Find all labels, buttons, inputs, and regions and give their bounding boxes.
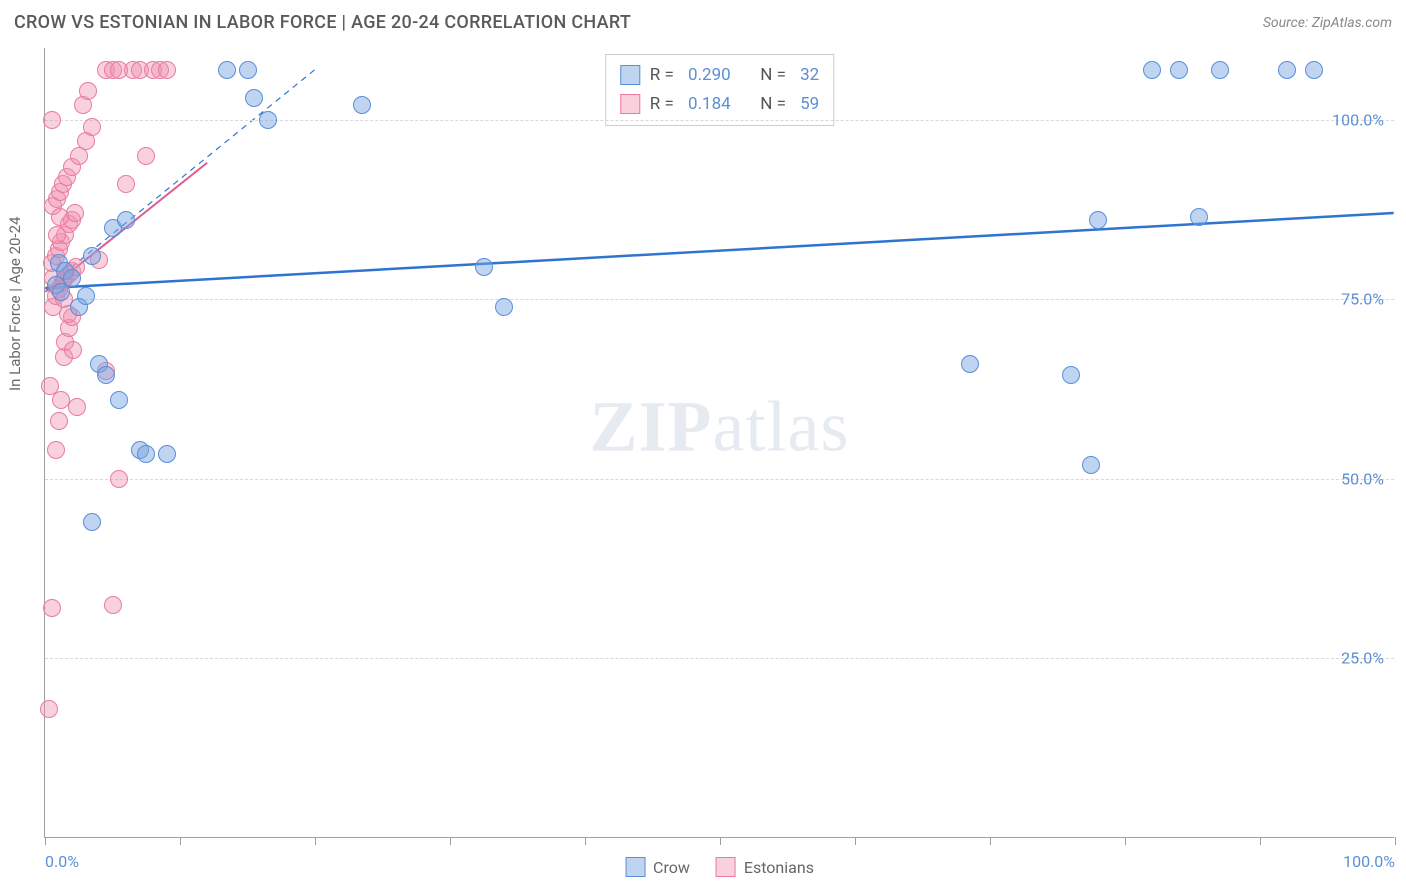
data-point-crow	[1062, 366, 1080, 384]
data-point-estonians	[110, 61, 128, 79]
x-tick	[1260, 837, 1261, 845]
x-tick-label: 100.0%	[1343, 852, 1395, 871]
x-tick	[585, 837, 586, 845]
data-point-crow	[353, 96, 371, 114]
legend-row-crow: R = 0.290 N = 32	[620, 61, 819, 90]
swatch-crow-icon	[625, 857, 645, 877]
swatch-estonians	[620, 94, 640, 114]
data-point-crow	[1211, 61, 1229, 79]
gridline	[45, 479, 1394, 480]
y-tick-label: 50.0%	[1341, 469, 1384, 488]
data-point-crow	[245, 89, 263, 107]
data-point-crow	[1305, 61, 1323, 79]
data-point-estonians	[47, 441, 65, 459]
x-tick	[1395, 837, 1396, 845]
x-tick	[180, 837, 181, 845]
data-point-crow	[1190, 208, 1208, 226]
data-point-crow	[77, 287, 95, 305]
x-tick-label: 0.0%	[45, 852, 79, 871]
x-tick	[45, 837, 46, 845]
data-point-crow	[83, 247, 101, 265]
data-point-estonians	[41, 377, 59, 395]
swatch-estonians-icon	[716, 857, 736, 877]
data-point-estonians	[83, 118, 101, 136]
chart-area: In Labor Force | Age 20-24 ZIPatlas R = …	[44, 48, 1394, 838]
data-point-crow	[218, 61, 236, 79]
r-value-estonians: 0.184	[688, 90, 746, 119]
x-tick	[1125, 837, 1126, 845]
legend-label-estonians: Estonians	[744, 858, 814, 877]
swatch-crow	[620, 65, 640, 85]
gridline	[45, 299, 1394, 300]
data-point-crow	[1082, 456, 1100, 474]
data-point-estonians	[104, 596, 122, 614]
trend-line	[45, 213, 1393, 288]
data-point-crow	[495, 298, 513, 316]
data-point-estonians	[48, 226, 66, 244]
n-value-estonians: 59	[800, 90, 819, 119]
data-point-crow	[117, 211, 135, 229]
data-point-crow	[239, 61, 257, 79]
n-value-crow: 32	[800, 61, 819, 90]
chart-title: CROW VS ESTONIAN IN LABOR FORCE | AGE 20…	[14, 12, 631, 33]
data-point-crow	[1089, 211, 1107, 229]
gridline	[45, 658, 1394, 659]
x-tick	[855, 837, 856, 845]
legend-item-crow: Crow	[625, 857, 690, 877]
watermark: ZIPatlas	[590, 385, 850, 468]
data-point-crow	[475, 258, 493, 276]
legend-label-crow: Crow	[653, 858, 690, 877]
data-point-crow	[961, 355, 979, 373]
data-point-estonians	[137, 147, 155, 165]
data-point-crow	[259, 111, 277, 129]
gridline	[45, 120, 1394, 121]
y-tick-label: 75.0%	[1341, 290, 1384, 309]
legend-row-estonians: R = 0.184 N = 59	[620, 90, 819, 119]
trend-lines-layer	[45, 48, 1394, 837]
plot-area: ZIPatlas R = 0.290 N = 32 R = 0.184 N = …	[45, 48, 1394, 837]
source-attribution: Source: ZipAtlas.com	[1263, 15, 1392, 31]
data-point-crow	[158, 445, 176, 463]
data-point-estonians	[40, 700, 58, 718]
data-point-estonians	[117, 175, 135, 193]
data-point-crow	[1143, 61, 1161, 79]
y-axis-title: In Labor Force | Age 20-24	[6, 216, 24, 390]
data-point-crow	[1278, 61, 1296, 79]
data-point-estonians	[68, 398, 86, 416]
correlation-legend: R = 0.290 N = 32 R = 0.184 N = 59	[605, 54, 834, 126]
data-point-estonians	[64, 341, 82, 359]
data-point-crow	[63, 269, 81, 287]
series-legend: Crow Estonians	[625, 857, 814, 877]
r-value-crow: 0.290	[688, 61, 746, 90]
data-point-estonians	[43, 111, 61, 129]
data-point-estonians	[110, 470, 128, 488]
data-point-crow	[137, 445, 155, 463]
data-point-crow	[1170, 61, 1188, 79]
data-point-crow	[110, 391, 128, 409]
data-point-estonians	[158, 61, 176, 79]
data-point-estonians	[50, 412, 68, 430]
data-point-estonians	[51, 208, 69, 226]
data-point-crow	[83, 513, 101, 531]
x-tick	[720, 837, 721, 845]
data-point-estonians	[79, 82, 97, 100]
data-point-estonians	[43, 599, 61, 617]
x-tick	[990, 837, 991, 845]
legend-item-estonians: Estonians	[716, 857, 814, 877]
x-tick	[315, 837, 316, 845]
y-tick-label: 25.0%	[1341, 649, 1384, 668]
x-tick	[450, 837, 451, 845]
y-tick-label: 100.0%	[1332, 110, 1384, 129]
data-point-crow	[97, 366, 115, 384]
